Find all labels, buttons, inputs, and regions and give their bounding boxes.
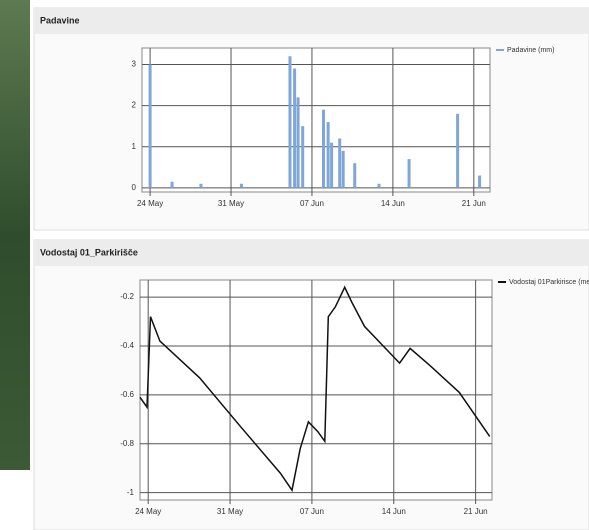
panel-header: [34, 8, 589, 34]
bar: [456, 114, 459, 188]
side-photo: [0, 0, 30, 470]
y-tick-label: 3: [132, 60, 137, 69]
y-tick-label: -0.8: [120, 439, 134, 448]
legend-label: Padavine (mm): [507, 47, 554, 54]
x-tick-label: 31 May: [218, 199, 244, 208]
y-tick-label: 0: [132, 183, 137, 192]
x-tick-label: 24 May: [135, 507, 161, 516]
bar: [301, 126, 304, 188]
x-tick-label: 07 Jun: [300, 199, 324, 208]
x-tick-label: 24 May: [137, 199, 163, 208]
bar: [171, 182, 174, 188]
bar: [378, 184, 381, 188]
y-tick-label: -0.6: [120, 390, 134, 399]
y-tick-label: -0.2: [120, 292, 134, 301]
bar: [149, 64, 152, 187]
legend-label: Vodostaj 01Parkirisce (meters): [509, 279, 589, 286]
x-tick-label: 14 Jun: [381, 199, 405, 208]
bar: [288, 56, 291, 188]
bar: [338, 139, 341, 188]
y-tick-label: -1: [127, 488, 135, 497]
plot-area: [140, 280, 492, 500]
bar: [353, 163, 356, 188]
y-tick-label: 1: [132, 142, 137, 151]
bar: [327, 122, 330, 188]
x-tick-label: 31 May: [217, 507, 243, 516]
plot-area: [142, 48, 490, 192]
screen: Padavine Vodostaj 01_Parkirišče 0 1 2 3 24 M…: [0, 0, 589, 530]
bar: [293, 69, 296, 188]
panel-title: Vodostaj 01_Parkirišče: [40, 247, 138, 257]
x-tick-label: 21 Jun: [462, 199, 486, 208]
bar: [240, 184, 243, 188]
bar: [478, 176, 481, 188]
x-tick-label: 07 Jun: [300, 507, 324, 516]
y-tick-label: -0.4: [120, 341, 134, 350]
panel-title: Padavine: [40, 15, 80, 25]
x-tick-label: 21 Jun: [464, 507, 488, 516]
bar: [199, 184, 202, 188]
bar: [322, 110, 325, 188]
bar: [330, 143, 333, 188]
bar: [408, 159, 411, 188]
y-tick-label: 2: [132, 101, 137, 110]
bar: [342, 151, 345, 188]
x-tick-label: 14 Jun: [382, 507, 406, 516]
bar: [297, 97, 300, 188]
